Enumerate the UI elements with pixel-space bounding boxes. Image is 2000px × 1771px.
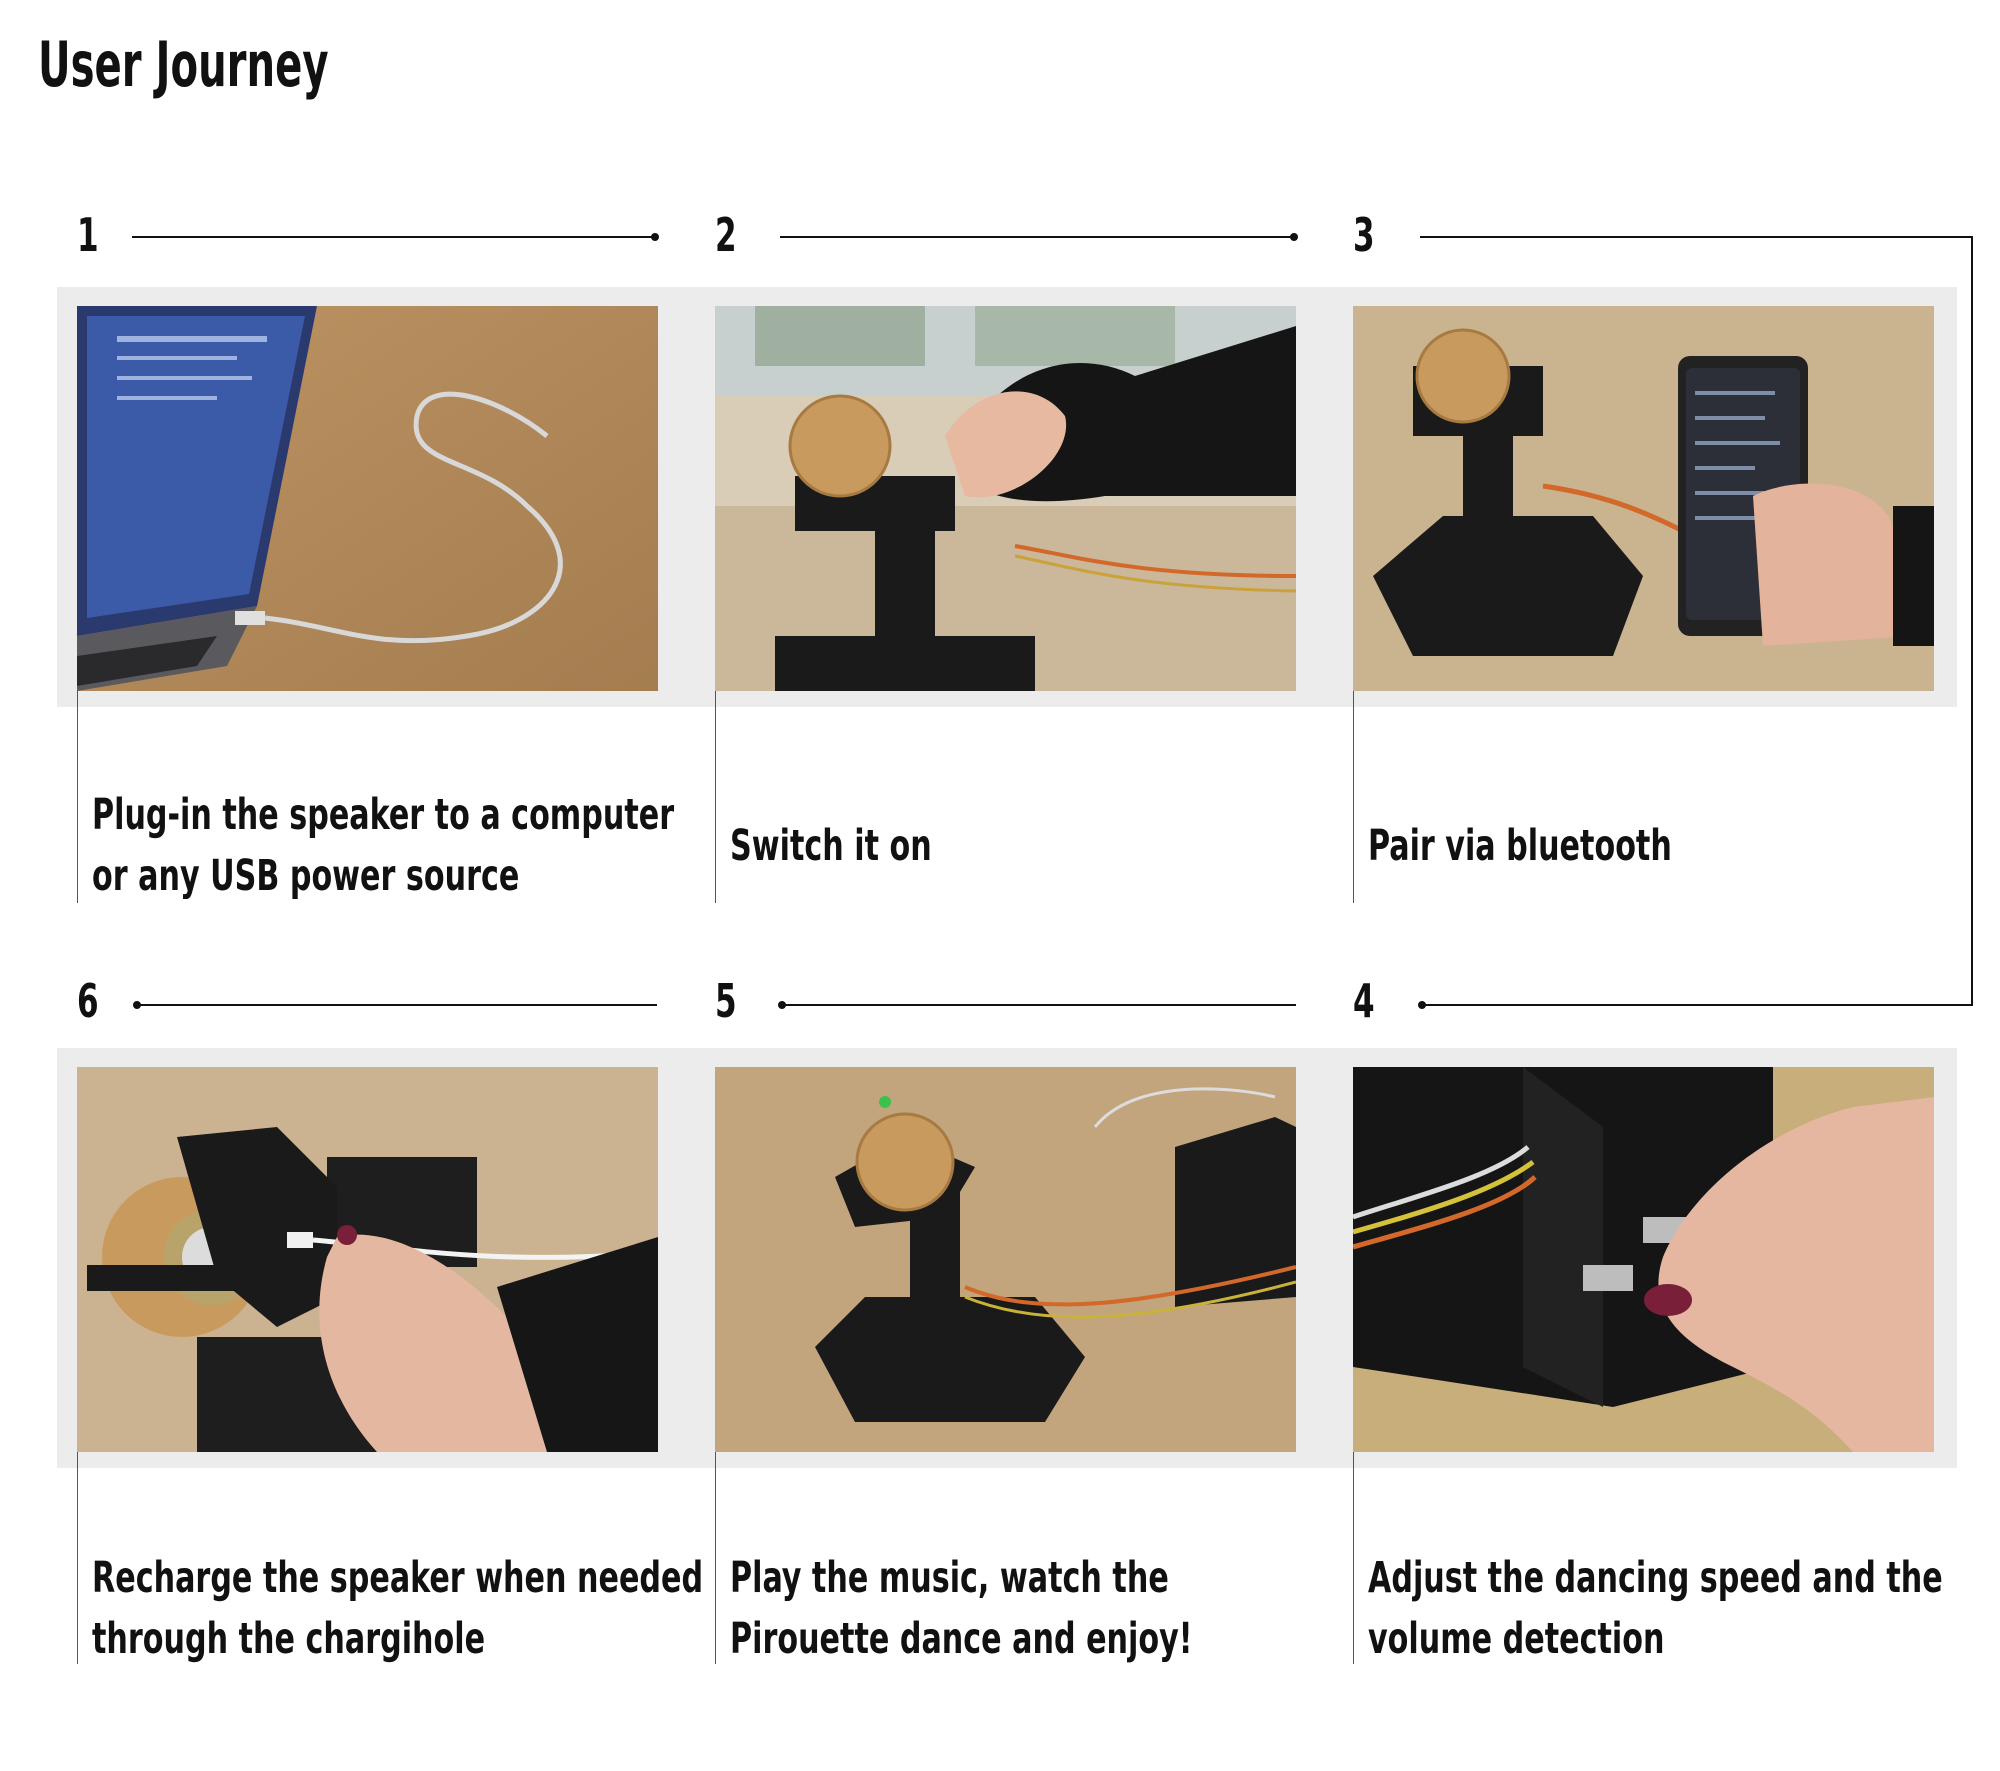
- caption-stem: [715, 1452, 716, 1664]
- step-number-6: 6: [77, 974, 99, 1028]
- photo-step-1-laptop-usb: [77, 306, 658, 691]
- caption-step-5: Play the music, watch the Pirouette danc…: [730, 1548, 1229, 1670]
- caption-step-3: Pair via bluetooth: [1368, 816, 1867, 877]
- caption-step-1: Plug-in the speaker to a computer or any…: [92, 785, 675, 907]
- caption-step-6: Recharge the speaker when needed through…: [92, 1548, 704, 1670]
- photo-step-6-recharge: [77, 1067, 658, 1452]
- caption-line: Adjust the dancing speed and the: [1368, 1553, 1943, 1603]
- caption-stem: [1353, 1452, 1354, 1664]
- connector-dot: [1290, 233, 1298, 241]
- caption-line: or any USB power source: [92, 851, 520, 901]
- photo-step-2-switch-on: [715, 306, 1296, 691]
- caption-line: Switch it on: [730, 821, 932, 871]
- caption-step-2: Switch it on: [730, 816, 1229, 877]
- caption-line: Pirouette dance and enjoy!: [730, 1614, 1193, 1664]
- step-number-5: 5: [715, 974, 737, 1028]
- connector-line-3-4-bottom: [1422, 1004, 1973, 1006]
- photo-step-4-adjust-knobs: [1353, 1067, 1934, 1452]
- connector-line-1-2: [132, 236, 654, 238]
- step-number-2: 2: [715, 208, 737, 262]
- caption-line: Play the music, watch the: [730, 1553, 1169, 1603]
- connector-dot: [651, 233, 659, 241]
- page-title: User Journey: [38, 28, 329, 101]
- caption-stem: [715, 691, 716, 903]
- caption-line: Plug-in the speaker to a computer: [92, 790, 675, 840]
- connector-line-4-5: [782, 1004, 1296, 1006]
- caption-stem: [77, 1452, 78, 1664]
- step-number-1: 1: [77, 208, 99, 262]
- caption-line: Pair via bluetooth: [1368, 821, 1672, 871]
- connector-line-5-6: [137, 1004, 657, 1006]
- photo-step-5-dance: [715, 1067, 1296, 1452]
- caption-step-4: Adjust the dancing speed and the volume …: [1368, 1548, 1943, 1670]
- caption-stem: [77, 691, 78, 903]
- connector-line-3-4-side: [1971, 236, 1973, 1006]
- step-number-4: 4: [1353, 974, 1375, 1028]
- caption-line: Recharge the speaker when needed: [92, 1553, 704, 1603]
- caption-line: volume detection: [1368, 1614, 1665, 1664]
- connector-line-2-3: [780, 236, 1294, 238]
- photo-step-3-bluetooth-pairing: [1353, 306, 1934, 691]
- caption-stem: [1353, 691, 1354, 903]
- connector-line-3-4-top: [1420, 236, 1973, 238]
- step-number-3: 3: [1353, 208, 1375, 262]
- caption-line: through the chargihole: [92, 1614, 486, 1664]
